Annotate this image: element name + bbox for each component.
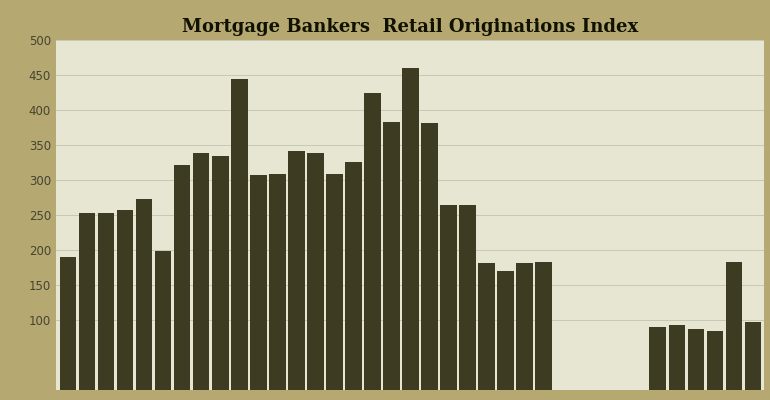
Bar (249, 175, 266, 390)
Bar (707, 331, 723, 390)
Bar (192, 154, 209, 390)
Bar (136, 199, 152, 390)
Bar (174, 165, 190, 390)
Bar (155, 251, 172, 390)
Bar (421, 123, 438, 390)
Bar (478, 263, 495, 390)
Bar (98, 213, 114, 390)
Bar (269, 174, 286, 390)
Bar (402, 68, 419, 390)
Bar (745, 322, 762, 390)
Bar (459, 205, 476, 390)
Bar (307, 154, 323, 390)
Bar (212, 156, 229, 390)
Bar (231, 79, 247, 390)
Bar (383, 122, 400, 390)
Bar (345, 162, 362, 390)
Bar (688, 329, 705, 390)
Bar (535, 262, 552, 390)
Bar (725, 262, 742, 390)
Bar (516, 263, 533, 390)
Bar (79, 213, 95, 390)
Title: Mortgage Bankers  Retail Originations Index: Mortgage Bankers Retail Originations Ind… (182, 18, 638, 36)
Bar (364, 93, 380, 390)
Bar (116, 210, 133, 390)
Bar (440, 205, 457, 390)
Bar (59, 257, 76, 390)
Bar (326, 174, 343, 390)
Bar (649, 327, 666, 390)
Bar (497, 271, 514, 390)
Bar (288, 151, 305, 390)
Bar (668, 325, 685, 390)
